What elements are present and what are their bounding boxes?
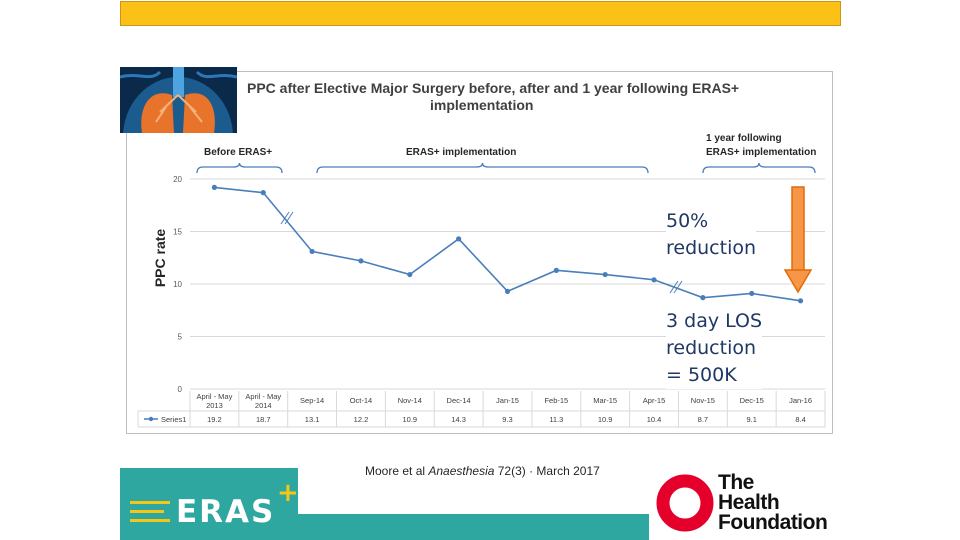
reduction-annotation-line1: 50% (666, 210, 709, 232)
los-annotation: 3 day LOS reduction = 500K (666, 308, 763, 389)
eras-logo-plus: + (277, 478, 299, 508)
top-banner (120, 1, 841, 26)
phase-label-implementation: ERAS+ implementation (406, 147, 517, 158)
health-foundation-logo (649, 465, 840, 540)
citation: Moore et al Anaesthesia 72(3) · March 20… (365, 464, 600, 478)
phase-label-after-line1: 1 year following (706, 133, 782, 144)
hf-logo-line2: Health (718, 491, 780, 514)
phase-label-before: Before ERAS+ (204, 147, 273, 158)
lungs-image (120, 67, 237, 133)
reduction-annotation: 50% reduction (666, 208, 757, 262)
hf-logo-line3: Foundation (718, 511, 828, 534)
los-annotation-line2: reduction (666, 337, 757, 359)
citation-journal: Anaesthesia (428, 464, 495, 478)
reduction-annotation-line2: reduction (666, 237, 757, 259)
eras-logo-text: ERAS (176, 494, 276, 530)
eras-logo-stripes-icon (130, 501, 170, 522)
los-annotation-line3: = 500K (666, 364, 737, 386)
eras-logo: ERAS + (120, 468, 299, 540)
chart-title-line2: implementation (430, 97, 534, 113)
health-foundation-ring-icon (656, 474, 714, 532)
chart-title-line1: PPC after Elective Major Surgery before,… (247, 80, 740, 96)
hf-logo-line1: The (718, 471, 754, 494)
citation-details: 72(3) · March 2017 (494, 464, 600, 478)
los-annotation-line1: 3 day LOS (666, 310, 763, 332)
citation-author: Moore et al (365, 464, 429, 478)
phase-label-after-line2: ERAS+ implementation (706, 147, 817, 158)
down-arrow-icon (783, 186, 813, 294)
